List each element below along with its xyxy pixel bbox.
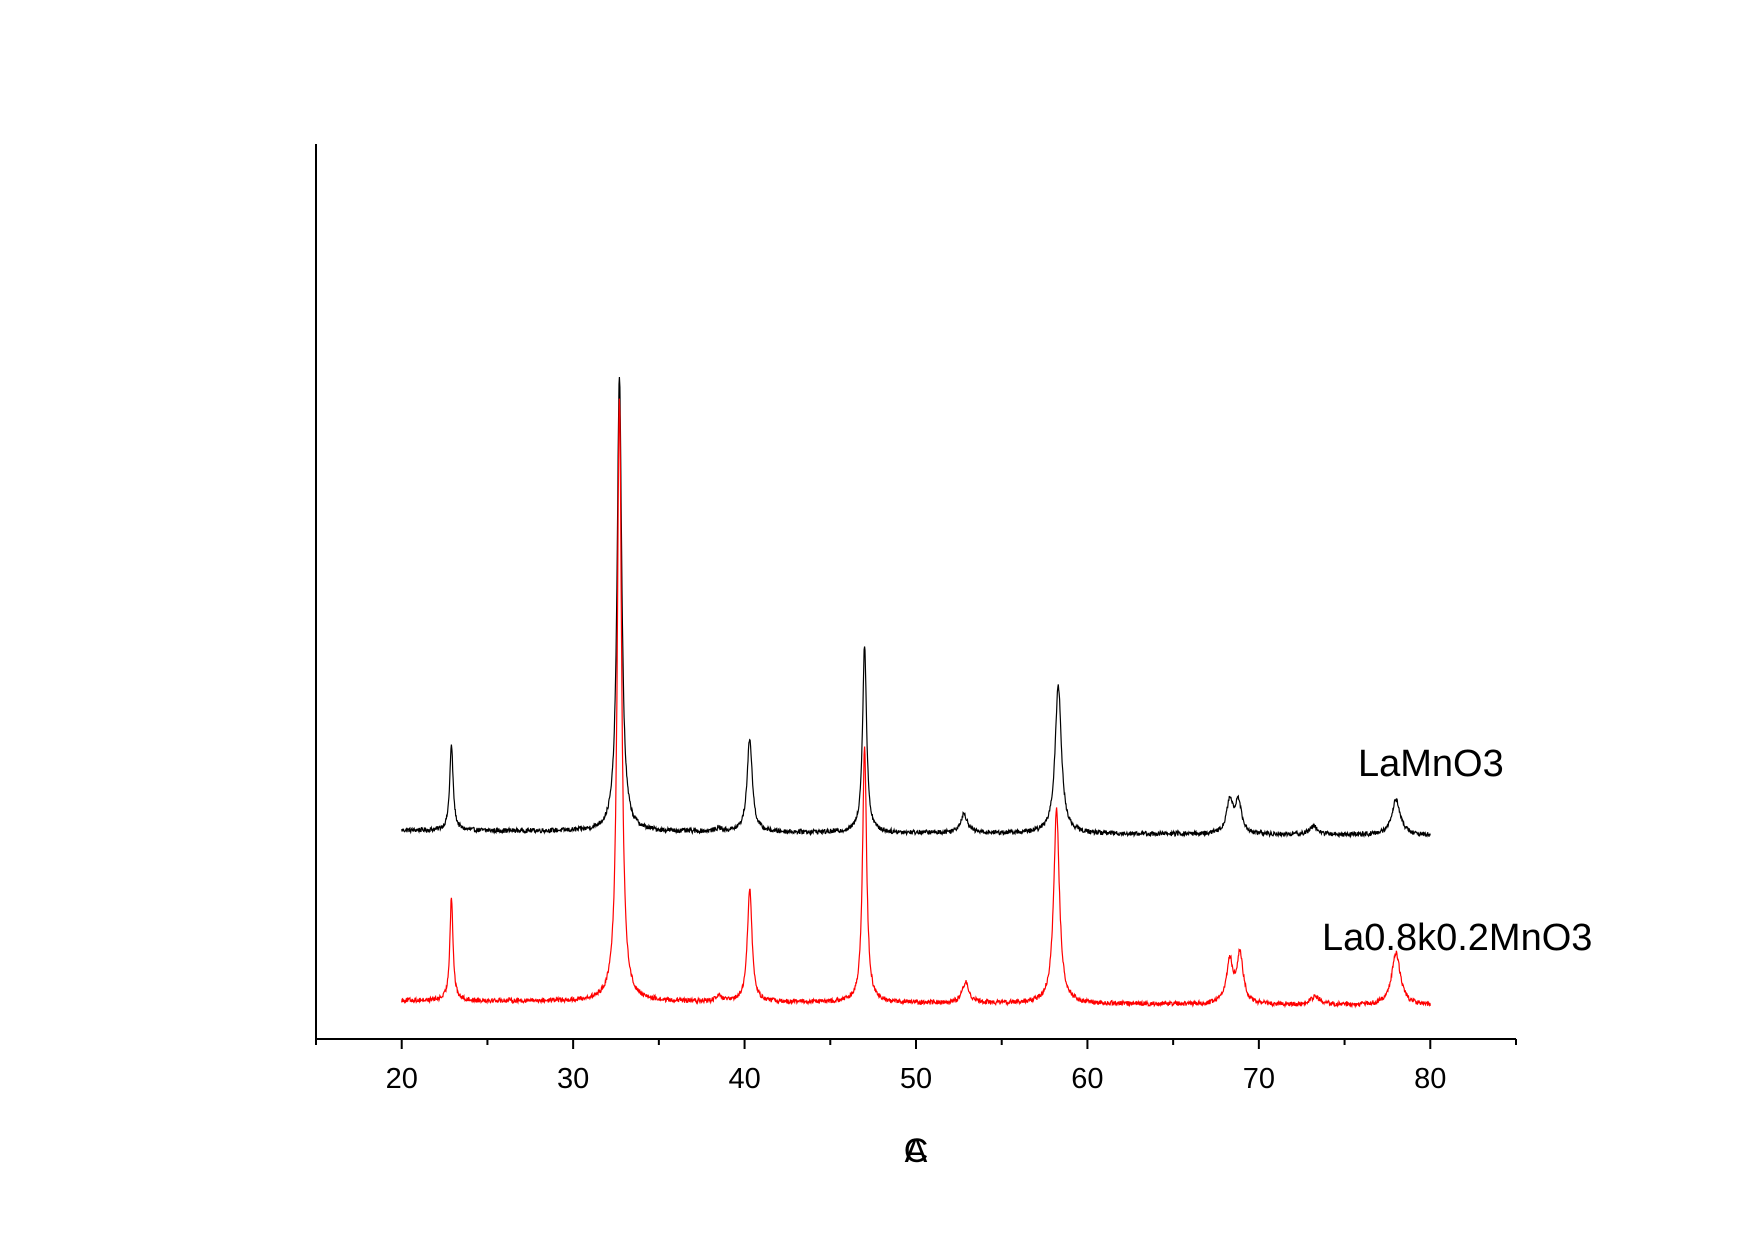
- series-line-la08k02mno3: [401, 398, 1431, 1009]
- axes: 20 30 40 50 60 70 80: [315, 144, 1517, 1095]
- series-line-lamno3: [401, 376, 1431, 839]
- x-tick-label: 30: [557, 1063, 589, 1095]
- x-axis-label: C A: [904, 1132, 929, 1170]
- x-tick-label: 70: [1243, 1063, 1275, 1095]
- x-tick-label: 60: [1071, 1063, 1103, 1095]
- x-tick-label: 40: [728, 1063, 760, 1095]
- x-ticks: 20 30 40 50 60 70 80: [315, 1039, 1517, 1095]
- series-layer: [401, 376, 1431, 1009]
- series-label-la08k02mno3: La0.8k0.2MnO3: [1322, 917, 1592, 959]
- x-tick-label: 50: [900, 1063, 932, 1095]
- x-tick-label: 80: [1414, 1063, 1446, 1095]
- x-tick-label: 20: [386, 1063, 418, 1095]
- x-axis-label-glyph-2: A: [905, 1132, 928, 1170]
- x-axis-label-glyph-1: C: [904, 1132, 929, 1170]
- series-label-lamno3: LaMnO3: [1358, 743, 1504, 785]
